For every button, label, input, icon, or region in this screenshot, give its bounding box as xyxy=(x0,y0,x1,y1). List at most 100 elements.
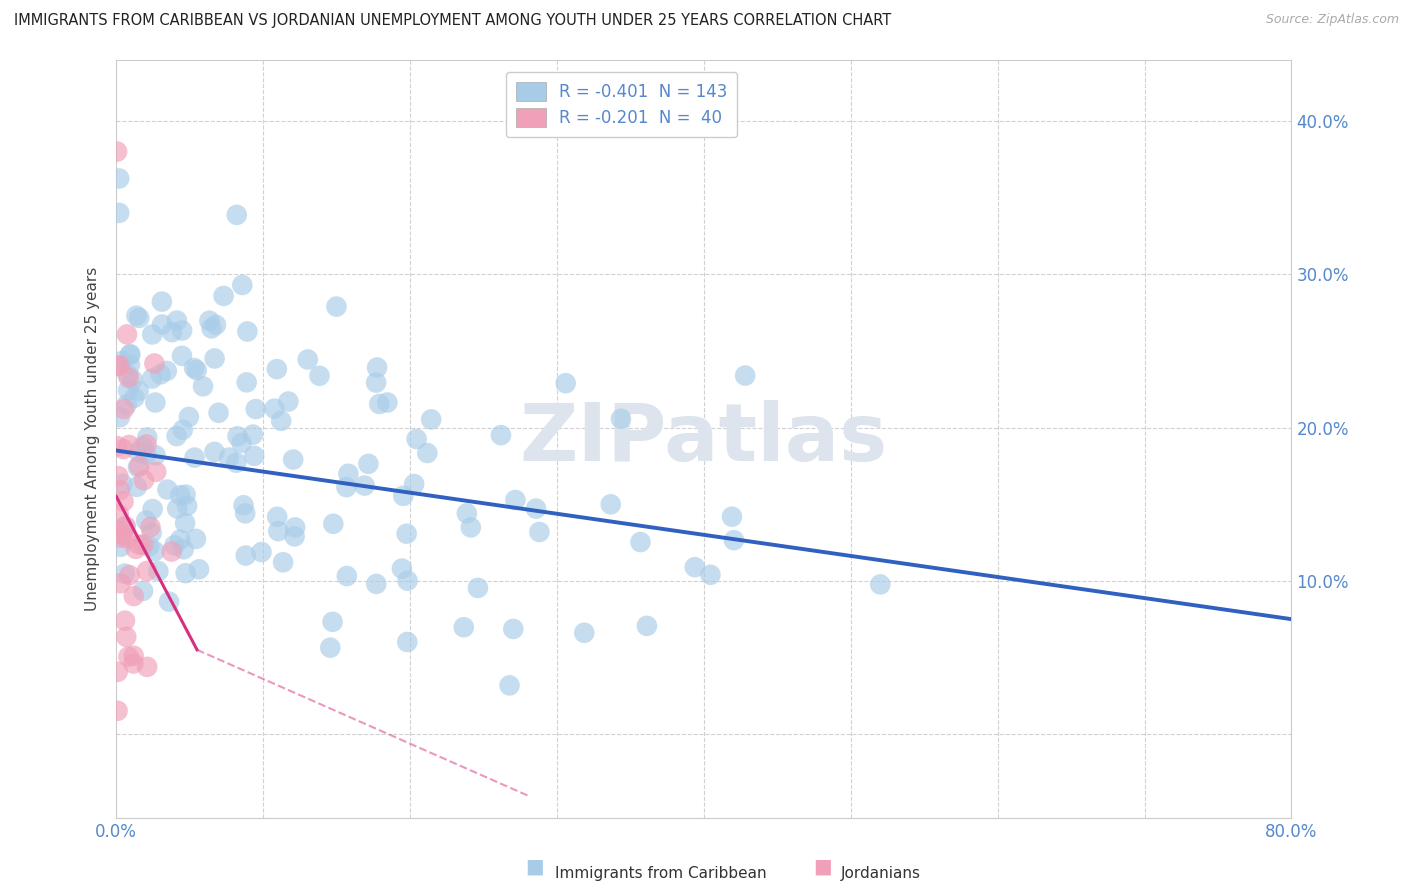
Point xyxy=(335,480,357,494)
Point xyxy=(235,376,257,390)
Point xyxy=(174,516,197,530)
Point xyxy=(125,541,148,556)
Point xyxy=(156,483,179,497)
Point xyxy=(118,348,141,362)
Point xyxy=(460,520,482,534)
Point xyxy=(157,594,180,608)
Point xyxy=(115,519,138,533)
Point xyxy=(636,619,658,633)
Point xyxy=(142,502,165,516)
Point xyxy=(233,507,256,521)
Point xyxy=(263,401,285,416)
Point xyxy=(107,469,129,483)
Point xyxy=(498,678,520,692)
Point xyxy=(456,507,478,521)
Point xyxy=(135,514,157,528)
Point xyxy=(112,401,135,416)
Point xyxy=(322,615,344,629)
Point xyxy=(112,442,135,457)
Point xyxy=(337,467,360,481)
Point xyxy=(231,277,253,292)
Point xyxy=(118,438,141,452)
Point xyxy=(110,531,132,545)
Point xyxy=(170,349,193,363)
Point xyxy=(218,450,240,465)
Point xyxy=(122,589,145,603)
Point xyxy=(319,640,342,655)
Point xyxy=(226,429,249,443)
Point xyxy=(198,314,221,328)
Point xyxy=(108,410,131,425)
Point xyxy=(325,300,347,314)
Point xyxy=(271,555,294,569)
Point xyxy=(118,370,141,384)
Point xyxy=(200,321,222,335)
Point xyxy=(110,540,132,554)
Point xyxy=(177,409,200,424)
Point xyxy=(117,368,139,382)
Point xyxy=(191,379,214,393)
Point xyxy=(391,561,413,575)
Point xyxy=(160,325,183,339)
Point xyxy=(173,542,195,557)
Text: ▪: ▪ xyxy=(524,852,544,881)
Point xyxy=(135,564,157,578)
Point xyxy=(108,171,131,186)
Point xyxy=(554,376,576,391)
Point xyxy=(141,327,163,342)
Point xyxy=(128,310,150,325)
Point xyxy=(524,501,547,516)
Point xyxy=(138,540,160,554)
Point xyxy=(368,397,391,411)
Text: Immigrants from Caribbean: Immigrants from Caribbean xyxy=(555,866,768,881)
Point xyxy=(120,347,142,361)
Point xyxy=(366,577,388,591)
Point xyxy=(121,373,143,387)
Point xyxy=(630,535,652,549)
Point xyxy=(108,359,131,373)
Point xyxy=(734,368,756,383)
Point xyxy=(117,384,139,398)
Point xyxy=(111,527,134,541)
Point xyxy=(284,520,307,534)
Point xyxy=(489,428,512,442)
Point xyxy=(149,368,172,382)
Point xyxy=(150,318,173,332)
Point xyxy=(250,545,273,559)
Point xyxy=(266,509,288,524)
Point xyxy=(105,439,128,453)
Text: ZIPatlas: ZIPatlas xyxy=(520,400,889,478)
Point xyxy=(174,566,197,581)
Point xyxy=(416,446,439,460)
Point xyxy=(353,478,375,492)
Y-axis label: Unemployment Among Youth under 25 years: Unemployment Among Youth under 25 years xyxy=(86,267,100,611)
Point xyxy=(243,449,266,463)
Point xyxy=(529,524,551,539)
Point xyxy=(683,560,706,574)
Point xyxy=(115,397,138,411)
Point xyxy=(105,145,128,159)
Point xyxy=(112,494,135,508)
Point xyxy=(405,432,427,446)
Point xyxy=(599,497,621,511)
Point xyxy=(266,362,288,376)
Point xyxy=(150,294,173,309)
Point xyxy=(107,359,129,374)
Point xyxy=(186,363,208,377)
Point xyxy=(145,465,167,479)
Text: IMMIGRANTS FROM CARIBBEAN VS JORDANIAN UNEMPLOYMENT AMONG YOUTH UNDER 25 YEARS C: IMMIGRANTS FROM CARIBBEAN VS JORDANIAN U… xyxy=(14,13,891,29)
Text: Jordanians: Jordanians xyxy=(841,866,921,881)
Point xyxy=(112,519,135,533)
Point xyxy=(574,625,596,640)
Point xyxy=(869,577,891,591)
Point xyxy=(183,450,205,465)
Point xyxy=(169,533,191,547)
Point xyxy=(357,457,380,471)
Point xyxy=(284,529,307,543)
Point xyxy=(377,395,399,409)
Point xyxy=(270,414,292,428)
Point xyxy=(111,354,134,368)
Point xyxy=(136,660,159,674)
Point xyxy=(108,206,131,220)
Point xyxy=(505,493,527,508)
